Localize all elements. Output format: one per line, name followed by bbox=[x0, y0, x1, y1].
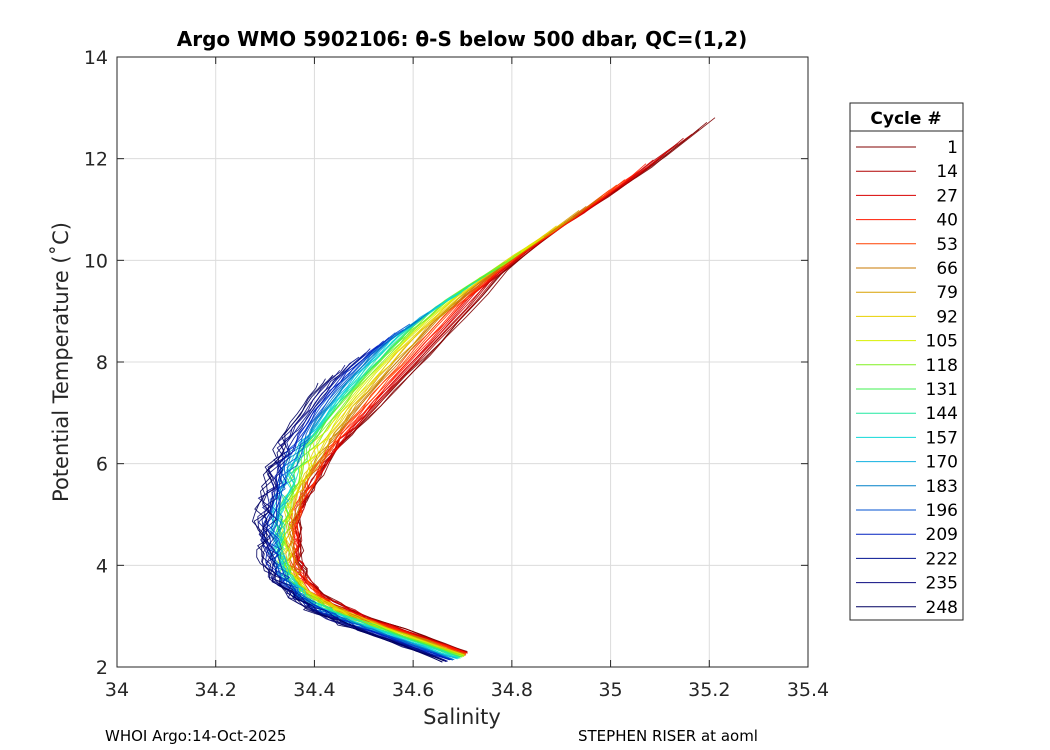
legend-label: 248 bbox=[926, 598, 958, 618]
legend-label: 209 bbox=[926, 525, 958, 545]
profile-curve bbox=[285, 210, 580, 656]
legend-label: 105 bbox=[926, 332, 958, 352]
legend-label: 79 bbox=[936, 283, 958, 303]
x-tick-label: 34.6 bbox=[392, 679, 434, 701]
legend-title: Cycle # bbox=[870, 109, 941, 129]
data-curves bbox=[251, 117, 716, 663]
x-tick-label: 34.2 bbox=[195, 679, 237, 701]
legend: Cycle # 1 14 27 40 53 66 79 92 105 118 131 144 157 17… bbox=[849, 102, 964, 621]
x-tick-label: 34.8 bbox=[491, 679, 533, 701]
legend-label: 131 bbox=[926, 380, 958, 400]
plot-area: 34 34.2 34.4 34.6 34.8 35 35.2 35.4 2 4 6 8 10 12 14 bbox=[84, 47, 829, 701]
footer-left: WHOI Argo:14-Oct-2025 bbox=[105, 727, 286, 745]
x-tick-label: 35 bbox=[598, 679, 622, 701]
x-tick-label: 34.4 bbox=[293, 679, 335, 701]
legend-label: 40 bbox=[936, 211, 958, 231]
profile-curve bbox=[253, 378, 443, 663]
legend-label: 27 bbox=[936, 186, 958, 206]
legend-label: 170 bbox=[926, 453, 958, 473]
legend-label: 235 bbox=[926, 574, 958, 594]
legend-label: 92 bbox=[936, 307, 958, 327]
chart-title: Argo WMO 5902106: θ-S below 500 dbar, QC… bbox=[177, 27, 747, 51]
y-tick-label: 14 bbox=[84, 47, 108, 69]
legend-label: 157 bbox=[926, 428, 958, 448]
x-tick-label: 35.2 bbox=[688, 679, 730, 701]
legend-label: 118 bbox=[926, 356, 958, 376]
legend-label: 53 bbox=[936, 235, 958, 255]
legend-entries: 1 14 27 40 53 66 79 92 105 118 131 144 157 170 183 196 2… bbox=[856, 138, 958, 618]
y-tick-label: 8 bbox=[96, 352, 108, 374]
y-tick-label: 2 bbox=[96, 657, 108, 679]
legend-label: 66 bbox=[936, 259, 958, 279]
legend-label: 196 bbox=[926, 501, 958, 521]
profile-curve bbox=[257, 370, 445, 661]
profile-curve bbox=[270, 317, 453, 660]
profile-curve bbox=[251, 382, 443, 663]
profile-curve bbox=[270, 320, 454, 661]
x-axis-ticks: 34 34.2 34.4 34.6 34.8 35 35.2 35.4 bbox=[105, 57, 829, 701]
y-tick-label: 12 bbox=[84, 149, 108, 171]
x-tick-label: 35.4 bbox=[787, 679, 829, 701]
legend-label: 183 bbox=[926, 477, 958, 497]
legend-label: 222 bbox=[926, 549, 958, 569]
y-axis-ticks: 2 4 6 8 10 12 14 bbox=[84, 47, 808, 679]
x-tick-label: 34 bbox=[105, 679, 129, 701]
y-tick-label: 10 bbox=[84, 250, 108, 272]
y-axis-label: Potential Temperature (˚C) bbox=[49, 222, 73, 502]
footer-right: STEPHEN RISER at aoml bbox=[578, 727, 758, 745]
y-tick-label: 6 bbox=[96, 454, 108, 476]
y-tick-label: 4 bbox=[96, 555, 108, 577]
profile-curve bbox=[262, 345, 450, 661]
legend-label: 144 bbox=[926, 404, 958, 424]
legend-label: 1 bbox=[947, 138, 958, 158]
profile-curve bbox=[294, 137, 684, 653]
x-axis-label: Salinity bbox=[423, 705, 501, 729]
legend-label: 14 bbox=[936, 162, 958, 182]
profile-curve bbox=[263, 329, 452, 661]
